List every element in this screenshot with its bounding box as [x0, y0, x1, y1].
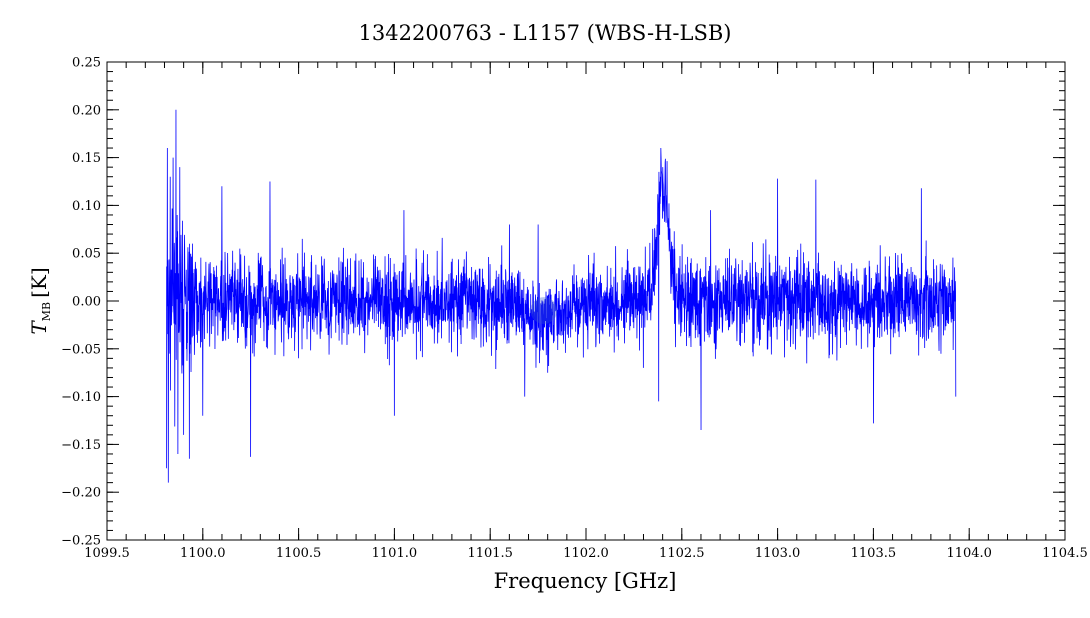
x-axis: 1099.5 1100.0 1100.5 1101.0 1101.5 1102.0 1102…: [84, 62, 1088, 561]
y-tick-label: 0.05: [72, 247, 101, 262]
y-axis-label-symbol: T: [27, 320, 51, 335]
chart-title: 1342200763 - L1157 (WBS-H-LSB): [359, 21, 732, 45]
y-axis-label-subscript: MB: [40, 302, 53, 321]
y-tick-label: 0.10: [72, 199, 101, 214]
x-tick-label: 1102.0: [563, 546, 609, 561]
x-tick-label: 1104.5: [1042, 546, 1088, 561]
y-tick-label: 0.20: [72, 103, 101, 118]
x-tick-label: 1100.5: [276, 546, 322, 561]
spectrum-series-line: [166, 109, 957, 483]
x-tick-label: 1103.5: [851, 546, 897, 561]
x-axis-label: Frequency [GHz]: [494, 569, 677, 593]
x-tick-label: 1104.0: [946, 546, 992, 561]
x-tick-label: 1101.0: [372, 546, 418, 561]
y-tick-label: −0.05: [61, 342, 101, 357]
y-tick-label: −0.20: [61, 486, 101, 501]
y-axis: −0.25 −0.20 −0.15 −0.10 −0.05 0.00 0.05 0.10 0.1…: [61, 56, 1065, 549]
y-tick-label: 0.25: [72, 56, 101, 71]
y-tick-label: −0.15: [61, 438, 101, 453]
y-axis-label: TMB [K]: [27, 267, 53, 334]
y-tick-label: 0.00: [72, 295, 101, 310]
y-axis-label-unit: [K]: [27, 267, 51, 298]
x-tick-label: 1102.5: [659, 546, 705, 561]
y-tick-label: −0.10: [61, 390, 101, 405]
x-tick-label: 1099.5: [84, 546, 130, 561]
svg-text:TMB[K]: TMB [K]: [27, 267, 53, 334]
highlight-circle-annotation: [530, 297, 558, 324]
y-tick-label: 0.15: [72, 151, 101, 166]
x-tick-label: 1101.5: [467, 546, 513, 561]
x-tick-label: 1103.0: [755, 546, 801, 561]
x-tick-label: 1100.0: [180, 546, 226, 561]
y-tick-label: −0.25: [61, 534, 101, 549]
plot-area: 1099.5 1100.0 1100.5 1101.0 1101.5 1102.0 1102…: [61, 56, 1088, 562]
